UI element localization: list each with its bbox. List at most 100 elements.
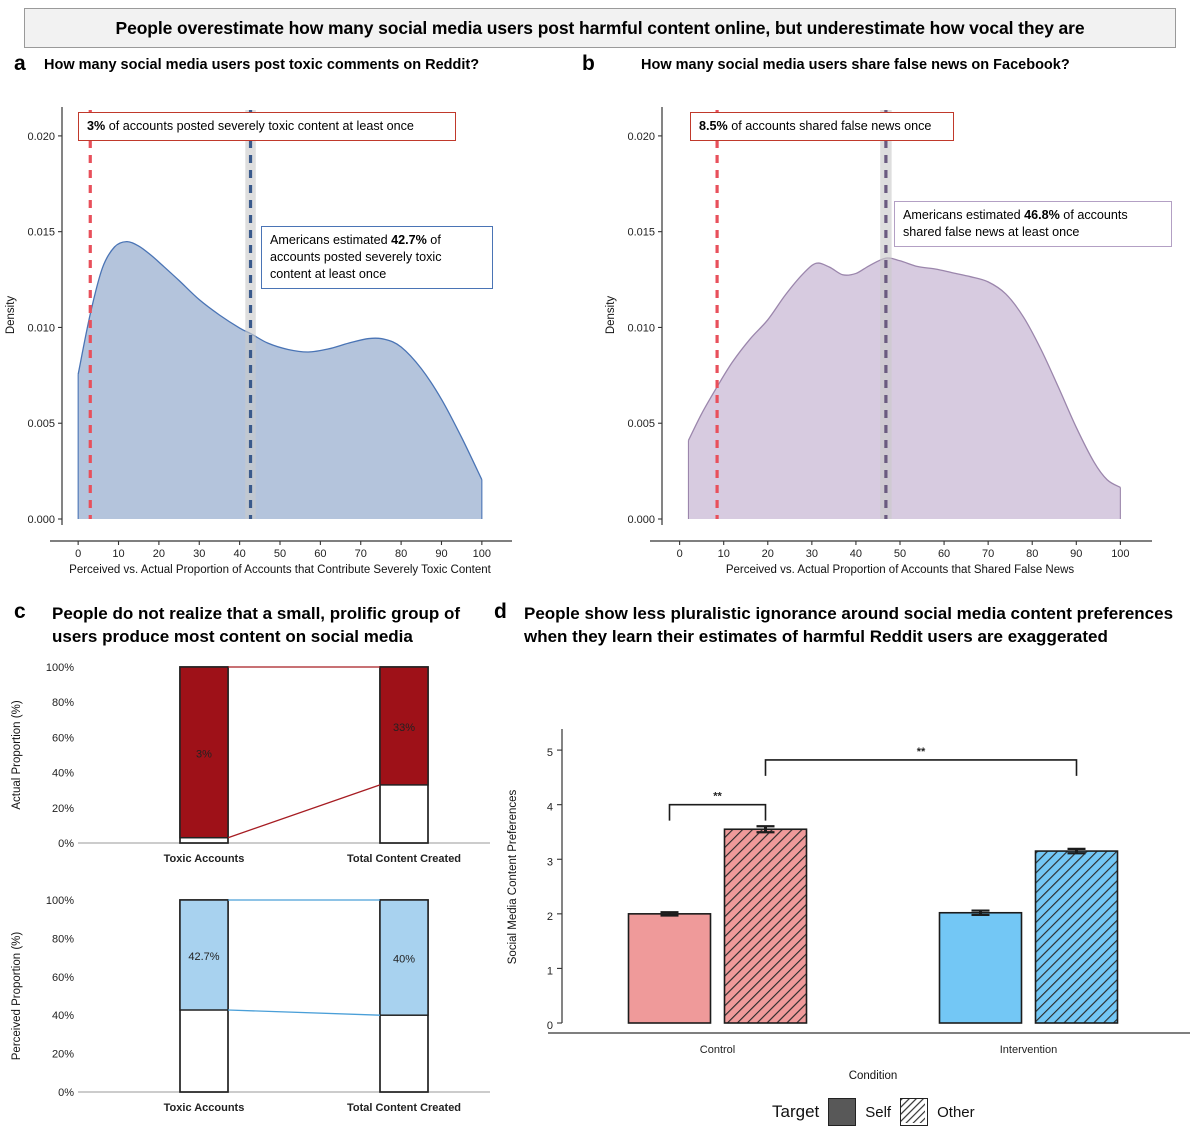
y-tick-label: 0.020 [627, 131, 655, 143]
panel-letter-a: a [14, 52, 26, 75]
x-tick-label: 0 [677, 548, 683, 560]
y-tick-label: 0.010 [27, 322, 55, 334]
panel-b-estimate-callout: Americans estimated 46.8% of accounts sh… [894, 201, 1172, 247]
bar-value-label: 3% [196, 748, 212, 760]
x-tick-label: 40 [234, 548, 246, 560]
legend-swatch-other[interactable] [900, 1098, 929, 1126]
y-tick-label: 3 [547, 856, 553, 868]
y-tick-label: 1 [547, 965, 553, 977]
panel-b-actual-value: 8.5% [699, 119, 728, 133]
connector-bottom [227, 784, 381, 839]
density-area [78, 241, 482, 519]
panel-a-estimate-text: of accounts posted severely toxic conten… [270, 233, 442, 281]
panel-b-title: How many social media users share false … [641, 57, 1070, 73]
x-tick-label: 50 [894, 548, 906, 560]
y-axis-label: Density [5, 296, 17, 335]
y-tick-label: 0.005 [27, 418, 55, 430]
panel-b-actual-callout: 8.5% of accounts shared false news once [690, 112, 954, 141]
panel-a-estimate-pre: Americans estimated [270, 233, 392, 247]
figure-banner: People overestimate how many social medi… [24, 8, 1176, 48]
panel-a-estimate-callout: Americans estimated 42.7% of accounts po… [261, 226, 493, 289]
x-category-label: Total Content Created [347, 853, 461, 865]
panel-letter-d: d [494, 600, 507, 623]
legend-swatch-self[interactable] [828, 1098, 857, 1126]
panel-c-perceived-chart: 0% 20% 40% 60% 80% 100% 42.7% Toxic Accounts 40%… [11, 895, 490, 1114]
y-tick-label: 0.015 [27, 227, 55, 239]
bar-intervention-other[interactable] [1034, 850, 1119, 1024]
y-tick-label: 0% [58, 1087, 74, 1099]
y-tick-label: 60% [52, 972, 74, 984]
density-area [688, 257, 1121, 519]
y-tick-label: 0 [547, 1020, 553, 1032]
figure-title: People overestimate how many social medi… [115, 17, 1085, 38]
y-tick-label: 20% [52, 803, 74, 815]
panel-letter-b: b [582, 52, 595, 75]
y-axis-label: Perceived Proportion (%) [11, 932, 23, 1061]
y-tick-label: 80% [52, 933, 74, 945]
panel-letter-c: c [14, 600, 26, 623]
bar-segment [179, 899, 229, 1011]
x-tick-label: 0 [75, 548, 81, 560]
connector-bottom [227, 1009, 381, 1016]
y-tick-label: 0.015 [627, 227, 655, 239]
bar-segment [379, 666, 429, 786]
y-tick-label: 0.000 [27, 514, 55, 526]
x-category-label: Toxic Accounts [164, 1102, 245, 1114]
y-tick-label: 2 [547, 911, 553, 923]
x-tick-label: 90 [1070, 548, 1082, 560]
bar-control-other[interactable] [723, 828, 808, 1024]
y-tick-label: 0.000 [627, 514, 655, 526]
x-tick-label: 90 [435, 548, 447, 560]
x-tick-label: 50 [274, 548, 286, 560]
bar-segment [179, 666, 229, 839]
y-tick-label: 40% [52, 768, 74, 780]
estimate-ci-band [880, 110, 892, 519]
y-tick-label: 0.020 [27, 131, 55, 143]
significance-bracket [668, 803, 767, 821]
x-axis-label: Perceived vs. Actual Proportion of Accou… [726, 564, 1075, 576]
y-axis-label: Actual Proportion (%) [11, 700, 23, 809]
panel-a-actual-callout: 3% of accounts posted severely toxic con… [78, 112, 456, 141]
x-tick-label: 100 [1111, 548, 1129, 560]
panel-a-chart: 0.000 0.005 0.010 0.015 0.020 0 10 20 30 40 50 60 70… [5, 107, 512, 576]
x-category-label: Control [700, 1044, 735, 1056]
bar-value-label: 33% [393, 722, 415, 734]
legend-label-self: Self [865, 1103, 892, 1121]
x-category-label: Intervention [1000, 1044, 1057, 1056]
y-tick-label: 5 [547, 747, 553, 759]
significance-stars: ** [713, 791, 722, 803]
x-tick-label: 20 [762, 548, 774, 560]
significance-bracket [764, 759, 1078, 776]
panel-b-estimate-value: 46.8% [1024, 208, 1060, 222]
x-tick-label: 60 [314, 548, 326, 560]
panel-b-chart: 0.000 0.005 0.010 0.015 0.020 0 10 20 30 40 50 60 70… [605, 107, 1152, 576]
panel-a-estimate-value: 42.7% [391, 233, 427, 247]
x-category-label: Toxic Accounts [164, 853, 245, 865]
panel-d-chart: 0 1 2 3 4 5 Control Intervention Condition Social… [507, 729, 1190, 1082]
y-tick-label: 100% [46, 662, 74, 674]
bar-value-label: 40% [393, 954, 415, 966]
y-tick-label: 60% [52, 732, 74, 744]
x-tick-label: 10 [718, 548, 730, 560]
x-tick-label: 20 [153, 548, 165, 560]
legend-title: Target [772, 1102, 820, 1121]
x-tick-label: 30 [193, 548, 205, 560]
x-tick-label: 70 [982, 548, 994, 560]
y-tick-label: 0% [58, 838, 74, 850]
y-tick-label: 100% [46, 895, 74, 907]
y-axis-label: Social Media Content Preferences [507, 789, 519, 964]
x-tick-label: 100 [473, 548, 491, 560]
panel-a-title: How many social media users post toxic c… [44, 57, 480, 73]
x-tick-label: 80 [1026, 548, 1038, 560]
x-tick-label: 80 [395, 548, 407, 560]
panel-b-estimate-pre: Americans estimated [903, 208, 1025, 222]
bar-intervention-self[interactable] [938, 911, 1023, 1024]
x-tick-label: 60 [938, 548, 950, 560]
bar-control-self[interactable] [627, 913, 712, 1024]
hatch-icon [901, 1099, 926, 1123]
x-axis-label: Perceived vs. Actual Proportion of Accou… [69, 564, 491, 576]
bar-segment [379, 899, 429, 1016]
panel-d-legend: Target Self Other [772, 1098, 975, 1126]
x-tick-label: 30 [806, 548, 818, 560]
bar-value-label: 42.7% [188, 951, 219, 963]
